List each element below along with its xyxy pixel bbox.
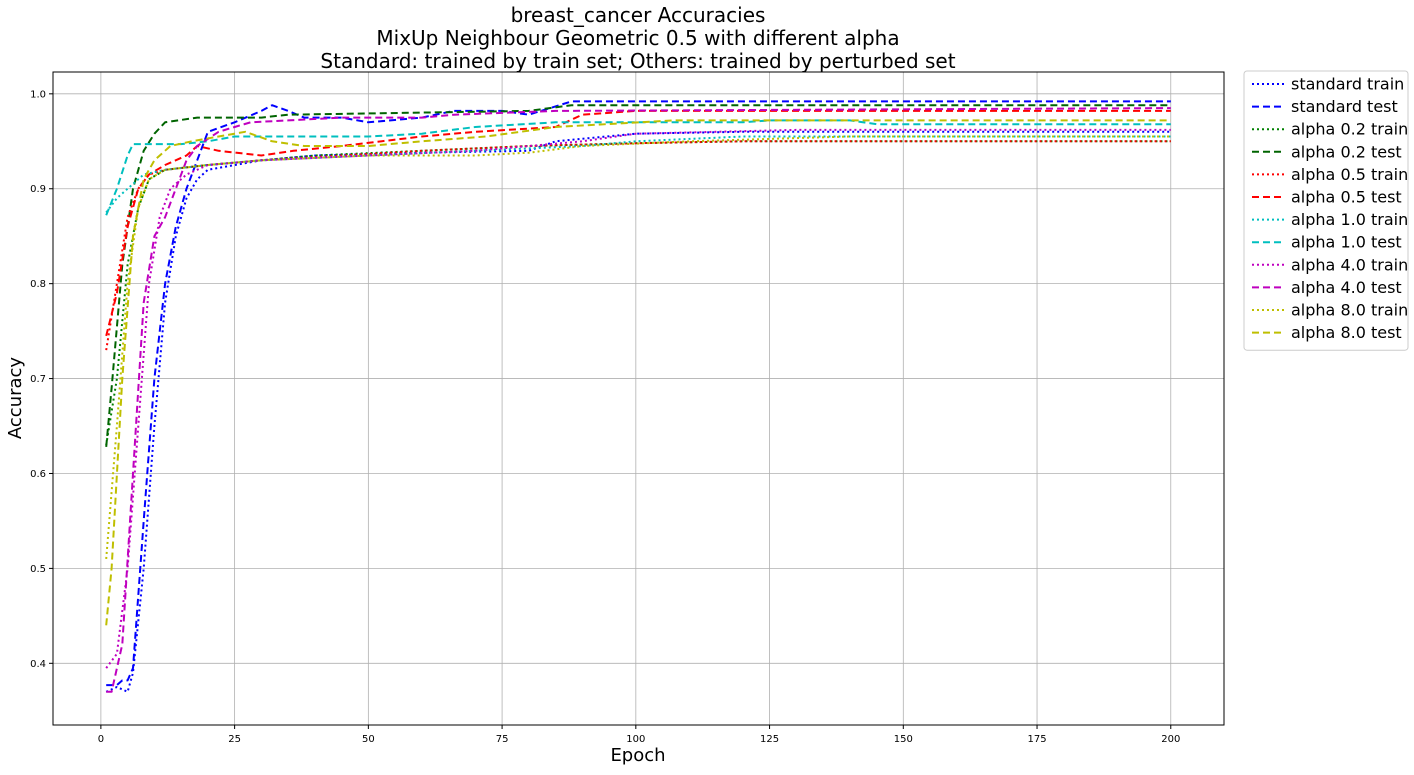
y-tick-label: 0.6: [30, 469, 46, 480]
legend-frame: [1243, 70, 1409, 351]
legend-label: alpha 8.0 test: [1291, 323, 1402, 342]
legend-label: alpha 8.0 train: [1291, 301, 1408, 320]
y-axis-ticks: 0.4 0.5 0.6 0.7 0.8 0.9 1.0: [30, 89, 53, 670]
y-axis-label: Accuracy: [5, 357, 26, 440]
x-tick-label: 50: [362, 734, 375, 745]
x-tick-label: 0: [98, 734, 104, 745]
legend-label: standard test: [1291, 97, 1398, 116]
series-line-alpha-0-5-train: [105, 140, 1171, 351]
series-line-alpha-4-0-test: [106, 107, 1171, 693]
series-line-alpha-8-0-train: [105, 135, 1171, 559]
series-line-standard-train: [105, 130, 1171, 693]
chart-title: breast_cancer Accuracies MixUp Neighbour…: [320, 3, 955, 73]
series-line-alpha-0-2-train: [105, 140, 1171, 446]
legend-label: alpha 0.5 train: [1291, 165, 1408, 184]
legend-label: alpha 4.0 test: [1291, 278, 1402, 297]
legend-label: alpha 4.0 train: [1291, 255, 1408, 274]
legend-label: alpha 1.0 train: [1291, 210, 1408, 229]
series-line-alpha-0-2-test: [105, 104, 1171, 447]
y-tick-label: 0.7: [30, 374, 46, 385]
x-tick-label: 25: [228, 734, 241, 745]
x-tick-label: 200: [1161, 734, 1180, 745]
legend-label: alpha 0.2 train: [1291, 120, 1408, 139]
y-tick-label: 0.5: [30, 564, 46, 575]
chart-title-line-3: Standard: trained by train set; Others: …: [320, 49, 955, 73]
x-axis-label: Epoch: [610, 745, 665, 766]
x-tick-label: 150: [894, 734, 913, 745]
legend-label: alpha 1.0 test: [1291, 233, 1402, 252]
y-tick-label: 0.8: [30, 279, 46, 290]
x-tick-label: 175: [1027, 734, 1046, 745]
series-line-alpha-0-5-test: [105, 109, 1171, 337]
y-tick-label: 0.9: [30, 184, 46, 195]
chart-title-line-1: breast_cancer Accuracies: [511, 3, 766, 27]
legend-label: standard train: [1291, 75, 1404, 94]
x-tick-label: 100: [626, 734, 645, 745]
legend-label: alpha 0.2 test: [1291, 142, 1402, 161]
x-tick-label: 75: [496, 734, 509, 745]
plot-area: [52, 71, 1225, 726]
series-line-alpha-4-0-train: [105, 128, 1171, 669]
y-tick-label: 1.0: [30, 89, 46, 100]
legend: standard train standard test alpha 0.2 tra…: [1243, 70, 1409, 351]
grid: [53, 72, 1224, 725]
x-tick-label: 125: [760, 734, 779, 745]
x-axis-ticks: 0 25 50 75 100 125 150 175 200: [98, 725, 1180, 745]
legend-label: alpha 0.5 test: [1291, 188, 1402, 207]
y-tick-label: 0.4: [30, 659, 46, 670]
series-line-alpha-1-0-train: [105, 135, 1171, 214]
chart-title-line-2: MixUp Neighbour Geometric 0.5 with diffe…: [376, 26, 899, 50]
series-lines: [105, 100, 1171, 693]
series-line-alpha-8-0-test: [105, 119, 1171, 626]
